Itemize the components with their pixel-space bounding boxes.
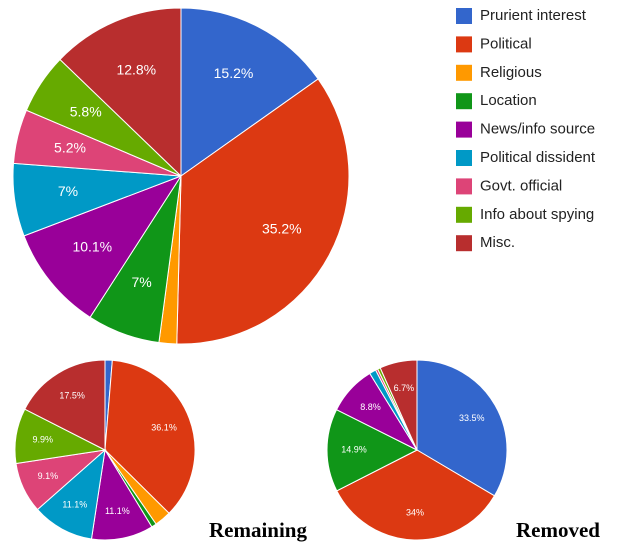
data-label: 33.5% xyxy=(459,413,485,423)
pie-caption: Remaining xyxy=(209,518,308,542)
data-label: 5.2% xyxy=(54,140,86,156)
data-label: 11.1% xyxy=(62,500,87,510)
pie-slice xyxy=(104,359,196,514)
legend-label: News/info source xyxy=(480,121,595,138)
pie-slice xyxy=(23,174,183,318)
legend-swatch xyxy=(456,206,472,223)
data-label: 11.1% xyxy=(105,506,130,516)
legend-label: Info about spying xyxy=(480,206,594,223)
pie-slice xyxy=(336,449,496,541)
data-label: 34% xyxy=(406,507,424,517)
data-label: 10.1% xyxy=(72,239,112,255)
data-label: 8.8% xyxy=(360,402,381,412)
legend-swatch xyxy=(456,121,472,138)
legend-swatch xyxy=(456,178,472,195)
legend-label: Location xyxy=(480,92,537,109)
pie-slice xyxy=(379,359,418,451)
legend-swatch xyxy=(456,235,472,252)
data-label: 35.2% xyxy=(262,220,302,236)
data-label: 17.5% xyxy=(59,391,85,401)
legend-label: Religious xyxy=(480,64,542,81)
data-label: 7% xyxy=(132,274,152,290)
legend-label: Misc. xyxy=(480,234,515,251)
legend-swatch xyxy=(456,93,472,110)
legend-swatch xyxy=(456,64,472,81)
legend-label: Political xyxy=(480,35,532,52)
data-label: 9.1% xyxy=(38,471,59,481)
data-label: 5.8% xyxy=(70,104,102,120)
data-label: 14.9% xyxy=(341,445,367,455)
pie-slice xyxy=(326,408,419,492)
data-label: 12.8% xyxy=(116,62,156,78)
data-label: 6.7% xyxy=(394,383,415,393)
legend-swatch xyxy=(456,8,472,24)
pie-slice xyxy=(176,78,350,345)
legend-label: Govt. official xyxy=(480,177,562,194)
legend-swatch xyxy=(456,36,472,53)
pie-slice xyxy=(416,359,508,497)
legend-label: Political dissident xyxy=(480,149,596,166)
data-label: 15.2% xyxy=(214,65,254,81)
pie-caption: Removed xyxy=(516,518,600,542)
legend-label: Prurient interest xyxy=(480,7,587,24)
data-label: 9.9% xyxy=(33,434,54,444)
pie-slice xyxy=(180,7,319,177)
pie-slice xyxy=(59,7,182,178)
legend-swatch xyxy=(456,150,472,166)
pie-slice xyxy=(24,359,106,451)
data-label: 7% xyxy=(58,183,78,199)
data-label: 36.1% xyxy=(151,422,177,432)
